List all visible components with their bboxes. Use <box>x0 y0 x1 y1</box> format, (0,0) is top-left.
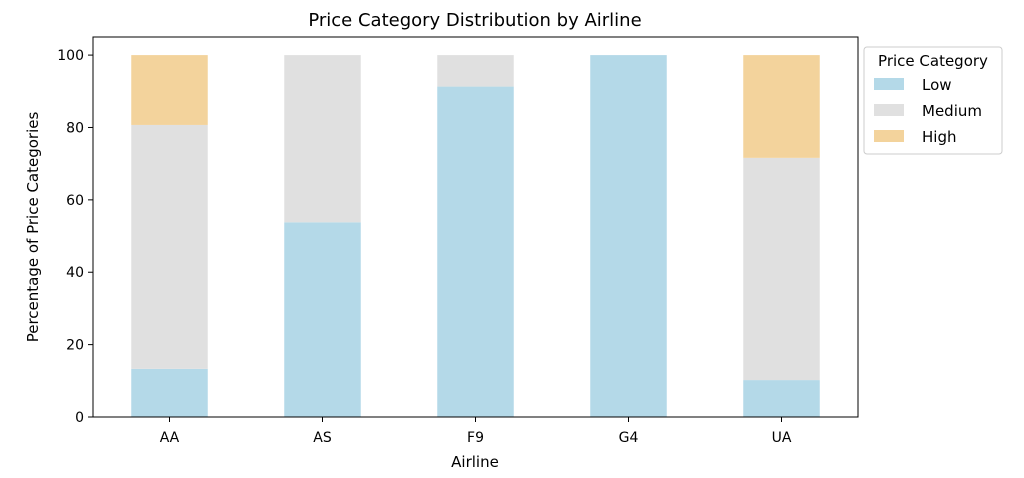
chart-title: Price Category Distribution by Airline <box>308 10 641 31</box>
x-tick-label: AS <box>313 430 332 446</box>
legend-box <box>863 46 1003 155</box>
bar-aa-high <box>131 55 208 125</box>
legend-swatch-low <box>874 78 904 90</box>
bar-as-medium <box>284 55 361 223</box>
legend-label-high: High <box>922 128 956 146</box>
legend-title: Price Category <box>878 52 988 70</box>
x-axis: AA AS F9 G4 UA <box>160 417 792 446</box>
bar-f9-low <box>437 86 514 417</box>
legend: Price Category Low Medium High <box>863 46 1003 155</box>
bar-ua-high <box>743 55 820 158</box>
x-axis-label: Airline <box>451 453 499 471</box>
bar-f9-medium <box>437 55 514 87</box>
bar-as-low <box>284 222 361 417</box>
y-tick-label: 100 <box>57 48 84 64</box>
x-tick-label: F9 <box>467 430 484 446</box>
legend-label-low: Low <box>922 76 952 94</box>
y-tick-label: 40 <box>66 265 84 281</box>
bars-group <box>131 55 820 417</box>
legend-swatch-medium <box>874 104 904 116</box>
y-axis: 0 20 40 60 80 100 <box>57 48 93 426</box>
legend-label-medium: Medium <box>922 102 982 120</box>
bar-ua-medium <box>743 157 820 381</box>
bar-aa-medium <box>131 124 208 369</box>
y-tick-label: 60 <box>66 193 84 209</box>
x-tick-label: G4 <box>619 430 639 446</box>
y-axis-label: Percentage of Price Categories <box>24 112 42 343</box>
y-tick-label: 80 <box>66 120 84 136</box>
bar-g4-low <box>590 55 667 417</box>
x-tick-label: AA <box>160 430 180 446</box>
y-tick-label: 20 <box>66 338 84 354</box>
bar-ua-low <box>743 380 820 417</box>
bar-aa-low <box>131 368 208 417</box>
legend-swatch-high <box>874 130 904 142</box>
y-tick-label: 0 <box>75 410 84 426</box>
x-tick-label: UA <box>772 430 792 446</box>
